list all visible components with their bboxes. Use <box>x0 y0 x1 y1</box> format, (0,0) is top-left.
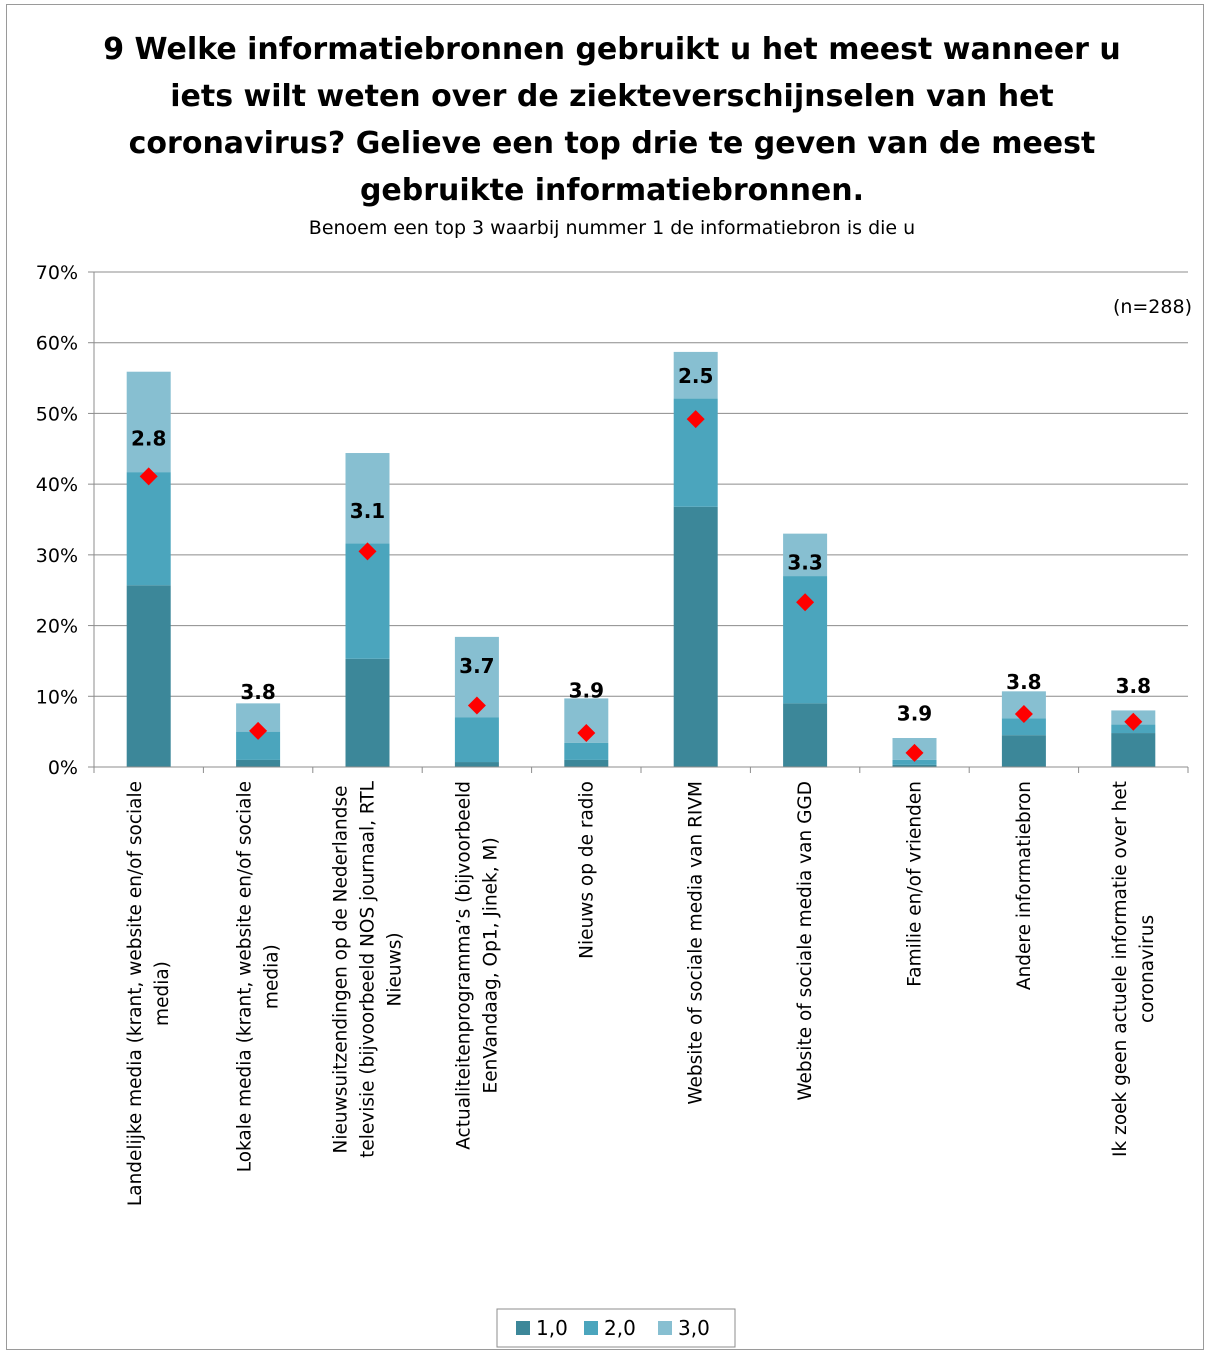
average-rank-marker <box>1124 712 1143 731</box>
bar-segment-1 <box>673 506 718 767</box>
bar-segment-2 <box>1001 718 1046 736</box>
category-label: Lokale media (krant, website en/of socia… <box>235 781 283 1172</box>
category-label: Website of sociale media van RIVM <box>686 781 707 1105</box>
bar-segment-3 <box>783 533 828 577</box>
bar-segment-1 <box>345 658 390 767</box>
average-rank-marker <box>249 721 268 740</box>
average-rank-label: 3.8 <box>1006 670 1041 694</box>
bar-segment-2 <box>892 759 937 765</box>
y-tick-label: 20% <box>36 616 78 638</box>
gridlines <box>94 271 1188 697</box>
bar-segment-1 <box>1111 733 1156 767</box>
y-tick-label: 0% <box>48 757 78 779</box>
bar-segment-1 <box>783 703 828 767</box>
category-labels: Landelijke media (krant, website en/of s… <box>125 780 1158 1206</box>
bar-segment-3 <box>345 453 390 544</box>
chart-title-line-1: 9 Welke informatiebronnen gebruikt u het… <box>103 32 1121 67</box>
average-rank-marker <box>577 724 596 743</box>
bars <box>126 351 1156 767</box>
average-rank-label: 3.8 <box>1116 674 1151 698</box>
average-rank-labels: 2.8 3.8 3.1 3.7 3.9 2.5 3.3 3.9 3.8 3.8 <box>131 364 1151 725</box>
x-axis <box>93 766 1189 773</box>
bar-segment-1 <box>454 762 499 767</box>
average-rank-markers <box>139 410 1143 762</box>
average-rank-label: 3.9 <box>897 701 932 725</box>
category-label-line: Ik zoek geen actuele informatie over het <box>1110 781 1131 1157</box>
category-label-line: Website of sociale media van GGD <box>795 781 816 1101</box>
bar-segment-2 <box>345 543 390 659</box>
category-label: Familie en/of vrienden <box>905 781 926 987</box>
y-tick-label: 50% <box>36 403 78 425</box>
category-label-line: Nieuws op de radio <box>576 781 597 959</box>
category-label: Actualiteitenprogramma’s (bijvoorbeeld Ee… <box>453 781 501 1150</box>
bar-segment-1 <box>236 759 281 767</box>
bar-segment-3 <box>126 371 171 473</box>
bar-segment-2 <box>454 717 499 763</box>
average-rank-label: 3.1 <box>350 499 385 523</box>
category-label-line: Nieuws) <box>385 932 406 1006</box>
category-label-line: media) <box>152 961 173 1026</box>
average-rank-marker <box>686 410 705 429</box>
bar-segment-2 <box>564 742 609 760</box>
category-label-line: coronavirus <box>1137 915 1158 1023</box>
category-label-line: Website of sociale media van RIVM <box>686 781 707 1105</box>
category-label-line: media) <box>262 944 283 1009</box>
category-label-line: Landelijke media (krant, website en/of s… <box>125 781 146 1206</box>
category-label: Nieuwsuitzendingen op de Nederlandse tele… <box>331 780 406 1158</box>
category-label: Nieuws op de radio <box>576 781 597 959</box>
average-rank-marker <box>139 467 158 486</box>
category-label-line: Andere informatiebron <box>1014 781 1035 990</box>
legend-label: 2,0 <box>604 1316 636 1340</box>
y-tick-label: 40% <box>36 474 78 496</box>
average-rank-label: 2.5 <box>678 364 713 388</box>
bar-segment-3 <box>673 351 718 399</box>
category-label: Andere informatiebron <box>1014 781 1035 990</box>
average-rank-marker <box>1014 704 1033 723</box>
y-axis: 0% 10% 20% 30% 40% 50% 60% 70% <box>36 262 95 779</box>
chart-subtitle: Benoem een top 3 waarbij nummer 1 de inf… <box>309 217 915 239</box>
chart-title-line-3: coronavirus? Gelieve een top drie te gev… <box>129 126 1096 161</box>
category-label-line: Nieuwsuitzendingen op de Nederlandse <box>331 785 352 1153</box>
average-rank-label: 3.8 <box>240 680 275 704</box>
category-label-line: Familie en/of vrienden <box>905 781 926 987</box>
category-label-line: televisie (bijvoorbeeld NOS journaal, RT… <box>358 780 379 1158</box>
bar-segment-1 <box>892 764 937 767</box>
category-label: Landelijke media (krant, website en/of s… <box>125 781 173 1206</box>
chart-title-line-2: iets wilt weten over de ziekteverschijns… <box>170 79 1054 114</box>
legend-label: 1,0 <box>536 1316 568 1340</box>
chart-frame <box>6 4 1204 1350</box>
average-rank-marker <box>467 696 486 715</box>
average-rank-label: 3.9 <box>569 679 604 703</box>
category-label-line: Lokale media (krant, website en/of socia… <box>235 781 256 1172</box>
chart-title: 9 Welke informatiebronnen gebruikt u het… <box>103 32 1121 208</box>
average-rank-label: 2.8 <box>131 426 166 450</box>
average-rank-marker <box>905 743 924 762</box>
category-label-line: Actualiteitenprogramma’s (bijvoorbeeld <box>453 781 474 1150</box>
legend-swatch <box>658 1321 672 1335</box>
sample-size-note: (n=288) <box>1113 296 1192 318</box>
legend-swatch <box>584 1321 598 1335</box>
chart-title-line-4: gebruikte informatiebronnen. <box>360 173 864 208</box>
y-tick-label: 60% <box>36 333 78 355</box>
legend-swatch <box>516 1321 530 1335</box>
category-label: Website of sociale media van GGD <box>795 781 816 1101</box>
bar-segment-2 <box>126 472 171 586</box>
category-label: Ik zoek geen actuele informatie over het… <box>1110 781 1158 1157</box>
bar-segment-1 <box>126 585 171 767</box>
average-rank-label: 3.3 <box>787 551 822 575</box>
legend-label: 3,0 <box>678 1316 710 1340</box>
legend-box <box>496 1308 736 1348</box>
average-rank-marker <box>796 593 815 612</box>
category-label-line: EenVandaag, Op1, Jinek, M) <box>480 837 501 1093</box>
legend: 1,0 2,0 3,0 <box>496 1308 736 1348</box>
y-tick-label: 30% <box>36 545 78 567</box>
y-tick-label: 10% <box>36 686 78 708</box>
average-rank-marker <box>358 542 377 561</box>
average-rank-label: 3.7 <box>459 654 494 678</box>
bar-segment-1 <box>1001 735 1046 767</box>
y-tick-label: 70% <box>36 262 78 284</box>
bar-segment-1 <box>564 759 609 767</box>
